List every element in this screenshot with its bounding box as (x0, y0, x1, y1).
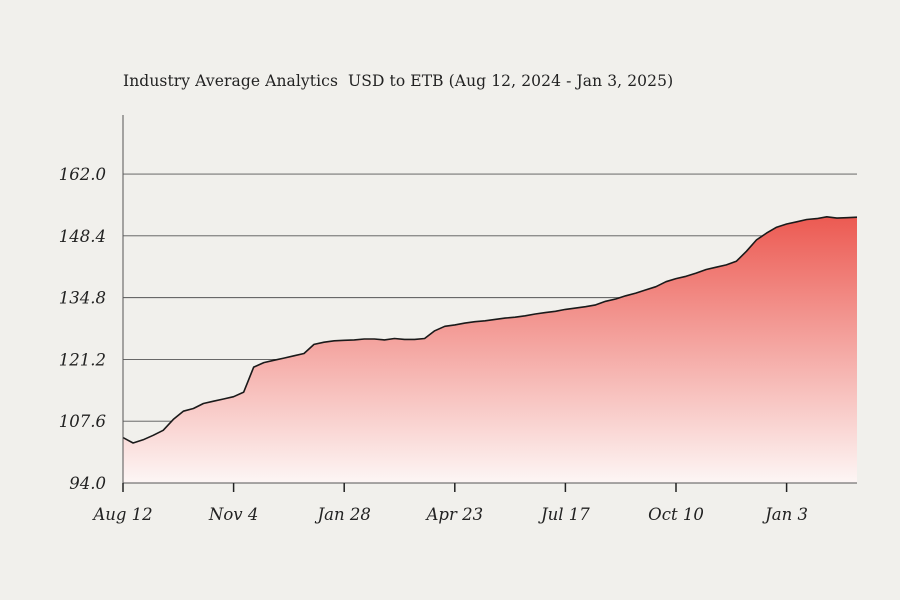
series-line (122, 216, 858, 444)
y-tick-label: 121.2 (59, 350, 106, 369)
series-area (123, 216, 857, 484)
x-tick-label: Aug 12 (91, 505, 152, 524)
chart-title: Industry Average Analytics USD to ETB (A… (123, 72, 674, 90)
x-tick-label: Apr 23 (424, 505, 483, 524)
y-tick-label: 107.6 (59, 412, 106, 431)
x-tick-label: Jan 28 (315, 505, 371, 524)
y-tick-label: 162.0 (59, 165, 106, 184)
y-tick-label: 134.8 (59, 289, 106, 308)
x-tick-label: Jul 17 (538, 505, 590, 524)
x-tick-label: Oct 10 (648, 505, 704, 524)
y-tick-label: 94.0 (69, 474, 106, 493)
y-tick-label: 148.4 (59, 227, 106, 246)
x-tick-label: Jan 3 (762, 505, 808, 524)
x-tick-label: Nov 4 (208, 505, 258, 524)
